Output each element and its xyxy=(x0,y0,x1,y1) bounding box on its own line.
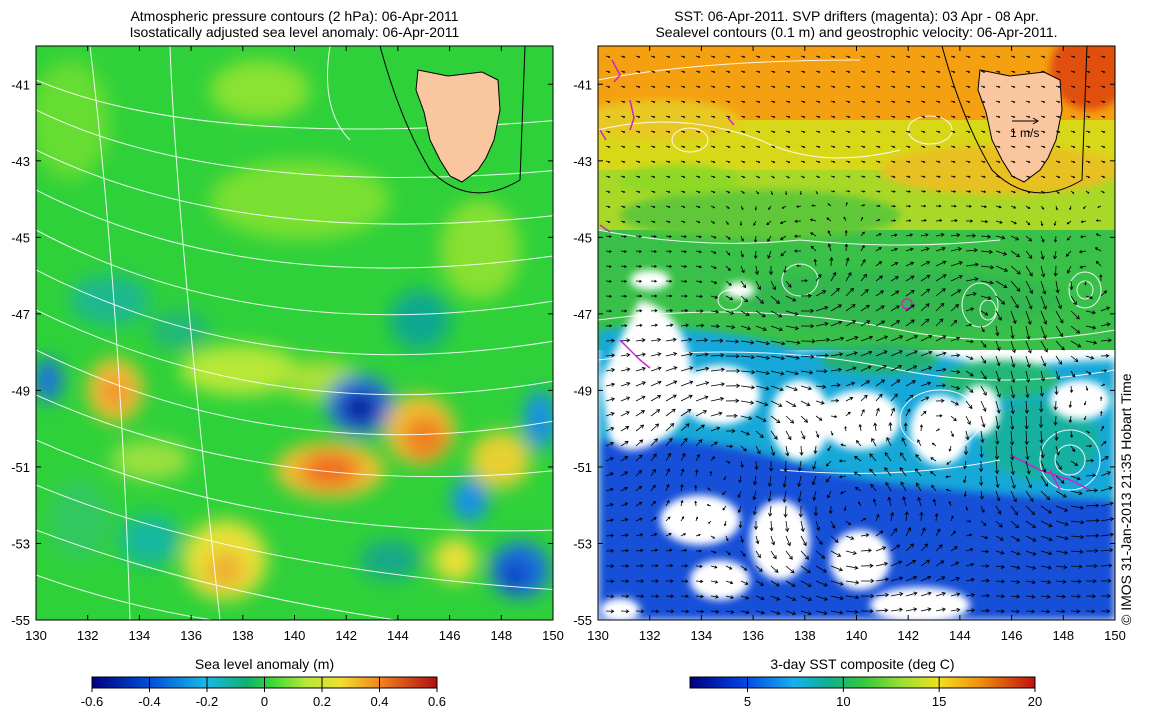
left-title: Atmospheric pressure contours (2 hPa): 0… xyxy=(36,8,553,40)
right-lon-tick-label: 140 xyxy=(846,628,868,643)
left-lat-tick-label: -51 xyxy=(11,460,30,475)
right-title: SST: 06-Apr-2011. SVP drifters (magenta)… xyxy=(598,8,1115,40)
tasmania-land-left xyxy=(415,69,501,183)
sla-colorbar-tick-label: 0.6 xyxy=(428,694,446,709)
left-lat-tick-label: -49 xyxy=(11,383,30,398)
left-lon-tick-label: 140 xyxy=(284,628,306,643)
left-lat-tick-label: -41 xyxy=(11,77,30,92)
right-lat-tick-label: -43 xyxy=(573,154,592,169)
left-lon-tick-label: 130 xyxy=(25,628,47,643)
left-title-line2: Isostatically adjusted sea level anomaly… xyxy=(129,24,460,40)
left-lon-tick-label: 144 xyxy=(387,628,409,643)
credit-text: © IMOS 31-Jan-2013 21:35 Hobart Time xyxy=(1118,373,1134,625)
sla-colorbar-tick-label: -0.2 xyxy=(196,694,218,709)
left-lat-tick-label: -47 xyxy=(11,307,30,322)
sla-colorbar-tick-label: -0.6 xyxy=(81,694,103,709)
sst-colorbar-tick-label: 20 xyxy=(1028,694,1042,709)
right-lon-tick-label: 146 xyxy=(1001,628,1023,643)
left-lat-tick-label: -45 xyxy=(11,230,30,245)
right-lon-tick-label: 134 xyxy=(691,628,713,643)
sst-colorbar-tick-label: 10 xyxy=(836,694,850,709)
sla-colorbar-ticks: -0.6 -0.4 -0.2 0 0.2 0.4 0.6 xyxy=(81,677,446,709)
left-lon-tick-label: 134 xyxy=(129,628,151,643)
sla-colorbar-tick-label: 0.4 xyxy=(370,694,388,709)
right-lat-tick-label: -47 xyxy=(573,307,592,322)
right-lon-tick-label: 142 xyxy=(897,628,919,643)
right-lon-tick-label: 144 xyxy=(949,628,971,643)
sla-colorbar-tick-label: 0 xyxy=(261,694,268,709)
sla-colorbar-tick-label: 0.2 xyxy=(313,694,331,709)
left-lon-tick-label: 146 xyxy=(439,628,461,643)
right-lat-tick-label: -49 xyxy=(573,383,592,398)
sst-colorbar-tick-label: 5 xyxy=(744,694,751,709)
left-lon-tick-label: 142 xyxy=(335,628,357,643)
left-lon-tick-label: 148 xyxy=(490,628,512,643)
right-lat-tick-label: -41 xyxy=(573,77,592,92)
velocity-key-label: 1 m/s xyxy=(1010,126,1039,140)
sla-map xyxy=(36,46,553,620)
right-lat-tick-label: -51 xyxy=(573,460,592,475)
right-lat-tick-label: -53 xyxy=(573,536,592,551)
tasmania-land-right xyxy=(977,69,1063,183)
right-lat-tick-label: -55 xyxy=(573,613,592,628)
sst-colorbar-tick-label: 15 xyxy=(932,694,946,709)
left-lon-tick-label: 138 xyxy=(232,628,254,643)
left-lon-tick-label: 132 xyxy=(77,628,99,643)
left-axes: 130 132 134 136 138 140 142 144 146 148 150 -41 -43 -… xyxy=(11,46,564,643)
right-lon-tick-label: 138 xyxy=(794,628,816,643)
sla-colorbar-label: Sea level anomaly (m) xyxy=(194,656,335,672)
left-lat-tick-label: -53 xyxy=(11,536,30,551)
right-lon-tick-label: 136 xyxy=(742,628,764,643)
right-lon-tick-label: 150 xyxy=(1104,628,1126,643)
sst-map: 1 m/s xyxy=(598,46,1115,620)
left-title-line1: Atmospheric pressure contours (2 hPa): 0… xyxy=(130,8,459,24)
left-lat-tick-label: -43 xyxy=(11,154,30,169)
left-lon-tick-label: 136 xyxy=(180,628,202,643)
sst-colorbar-ticks: 5 10 15 20 xyxy=(744,677,1042,709)
right-lon-tick-label: 130 xyxy=(587,628,609,643)
right-title-line2: Sealevel contours (0.1 m) and geostrophi… xyxy=(655,24,1058,40)
right-title-line1: SST: 06-Apr-2011. SVP drifters (magenta)… xyxy=(674,8,1039,24)
geostrophic-velocity-arrows xyxy=(605,55,1115,616)
sst-colorbar xyxy=(689,676,1036,689)
left-lon-tick-label: 150 xyxy=(542,628,564,643)
left-lat-tick-label: -55 xyxy=(11,613,30,628)
right-lon-tick-label: 148 xyxy=(1052,628,1074,643)
sst-colorbar-label: 3-day SST composite (deg C) xyxy=(770,656,955,672)
sla-colorbar-tick-label: -0.4 xyxy=(138,694,160,709)
right-axes: 130 132 134 136 138 140 142 144 146 148 150 -41 -43 -… xyxy=(573,46,1126,643)
right-lon-tick-label: 132 xyxy=(639,628,661,643)
right-lat-tick-label: -45 xyxy=(573,230,592,245)
